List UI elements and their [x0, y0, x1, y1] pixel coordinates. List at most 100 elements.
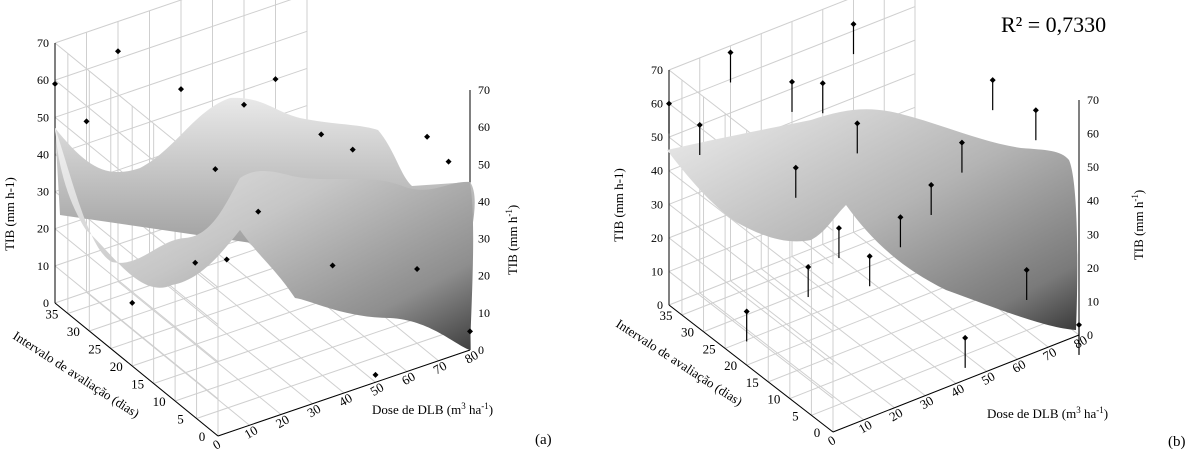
- z-tick-label-left: 10: [651, 264, 663, 278]
- y-tick-label: 35: [659, 308, 672, 323]
- y-tick-label: 15: [131, 377, 144, 392]
- z-tick-label-right: 10: [478, 306, 490, 320]
- y-tick-label: 0: [199, 429, 206, 444]
- data-point: [819, 80, 826, 87]
- data-point: [372, 371, 379, 378]
- xlabel-a: Dose de DLB (m3 ha-1): [372, 401, 493, 417]
- y-tick-label: 35: [45, 307, 58, 322]
- x-tick-label: 30: [917, 393, 936, 412]
- y-tick-label: 25: [703, 341, 716, 356]
- z-tick-label-left: 0: [657, 298, 663, 312]
- z-tick-label-right: 0: [478, 343, 484, 357]
- y-tick-label: 25: [88, 342, 101, 357]
- data-point: [696, 122, 703, 129]
- points-a: [52, 48, 473, 378]
- points-b: [666, 21, 1082, 368]
- zlabel-right-a: TIB (mm h-1): [504, 205, 520, 275]
- data-point: [129, 299, 136, 306]
- z-tick-label-right: 40: [478, 194, 490, 208]
- z-tick-label-right: 30: [1087, 227, 1099, 241]
- data-point: [1076, 321, 1082, 328]
- floor-gridline: [196, 332, 449, 419]
- x-tick-label: 80: [1071, 332, 1090, 351]
- wall-gridline: [54, 265, 219, 400]
- annotation-r2: R² = 0,7330: [1001, 12, 1106, 37]
- floor-gridline: [699, 292, 865, 421]
- z-tick-label-right: 30: [478, 232, 490, 246]
- z-tick-label-left: 20: [37, 222, 49, 236]
- y-tick-label: 30: [681, 325, 694, 340]
- floor-gridline: [822, 243, 988, 372]
- x-tick-label: 80: [462, 347, 481, 366]
- data-point: [1032, 107, 1039, 114]
- data-point: [467, 328, 473, 335]
- surface-plot-b: 0102030405060708005101520253035001010202…: [611, 0, 1186, 450]
- z-tick-label-right: 50: [478, 157, 490, 171]
- floor-gridline: [730, 280, 895, 409]
- xlabel-b: Dose de DLB (m3 ha-1): [987, 405, 1108, 421]
- ticks-a: 0102030405060708005101520253035001010202…: [37, 36, 490, 452]
- data-point: [192, 259, 199, 266]
- x-tick-label: 0: [210, 436, 223, 452]
- z-tick-label-left: 60: [651, 97, 663, 111]
- x-tick-label: 50: [979, 368, 998, 387]
- surface-plot-a: 0102030405060708005101520253035001010202…: [2, 0, 552, 452]
- ticks-b: 0102030405060708005101520253035001010202…: [651, 63, 1099, 449]
- z-tick-label-left: 40: [651, 164, 663, 178]
- data-point: [318, 131, 325, 138]
- z-tick-label-right: 20: [478, 269, 490, 283]
- data-point: [115, 48, 121, 55]
- z-tick-label-left: 50: [37, 110, 49, 124]
- x-tick-label: 0: [825, 432, 838, 448]
- wall-gridline: [668, 271, 834, 399]
- y-tick-label: 30: [67, 324, 80, 339]
- wall-gridline: [54, 0, 183, 44]
- z-tick-label-left: 30: [651, 197, 663, 211]
- data-point: [958, 139, 965, 146]
- data-point: [349, 146, 356, 153]
- surface-front-a: [55, 128, 474, 350]
- z-tick-label-left: 10: [37, 259, 49, 273]
- floor-gridline: [180, 259, 345, 394]
- floor-gridline: [174, 314, 428, 402]
- x-tick-label: 40: [336, 390, 355, 409]
- y-tick-label: 10: [767, 392, 780, 407]
- data-point: [928, 181, 935, 188]
- data-point: [854, 120, 861, 127]
- floor-gridline: [149, 270, 313, 405]
- z-tick-label-right: 10: [1087, 294, 1099, 308]
- z-tick-label-right: 40: [1087, 194, 1099, 208]
- z-tick-label-right: 50: [1087, 160, 1099, 174]
- floor-gridline: [791, 256, 957, 384]
- data-point: [424, 133, 431, 140]
- data-point: [727, 49, 734, 56]
- data-point: [989, 77, 996, 84]
- floor-gridline: [86, 291, 250, 426]
- data-point: [666, 100, 672, 107]
- z-tick-label-right: 60: [478, 120, 490, 134]
- wall-gridline: [668, 170, 834, 299]
- z-tick-label-left: 70: [651, 63, 663, 77]
- z-tick-label-left: 20: [651, 231, 663, 245]
- wall-gridline: [54, 228, 219, 363]
- z-tick-label-left: 70: [37, 36, 49, 50]
- data-point: [255, 208, 262, 215]
- zlabel-left-b: TIB (mm h-1): [611, 168, 626, 242]
- y-tick-label: 0: [814, 425, 821, 440]
- y-tick-label: 20: [724, 358, 737, 373]
- x-tick-label: 20: [273, 412, 292, 431]
- x-axis: [832, 334, 1080, 433]
- z-tick-label-right: 70: [478, 83, 490, 97]
- data-point: [414, 265, 421, 272]
- x-tick-label: 60: [399, 369, 418, 388]
- z-tick-label-right: 20: [1087, 261, 1099, 275]
- z-tick-label-left: 50: [651, 130, 663, 144]
- data-point: [212, 166, 219, 173]
- zlabel-right-b: TIB (mm h-1): [1130, 190, 1146, 260]
- wall-gridline: [668, 203, 834, 332]
- data-point: [897, 214, 904, 221]
- data-point: [272, 76, 279, 83]
- z-tick-label-right: 60: [1087, 127, 1099, 141]
- z-tick-label-right: 70: [1087, 93, 1099, 107]
- z-tick-label-left: 40: [37, 147, 49, 161]
